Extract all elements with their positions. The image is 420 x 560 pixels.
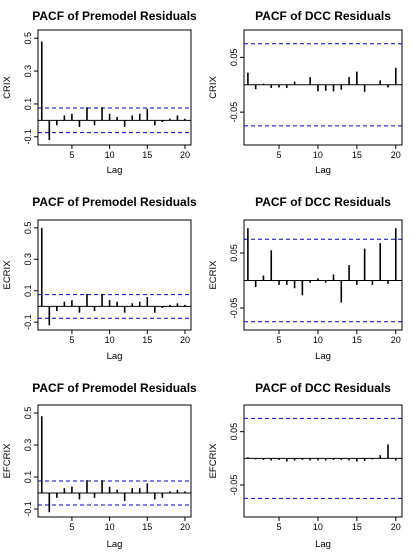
y-tick-label: 0.05: [229, 49, 239, 67]
chart-title: PACF of Premodel Residuals: [32, 381, 197, 395]
chart-title: PACF of DCC Residuals: [255, 9, 391, 23]
y-tick-label: 0.05: [229, 423, 239, 441]
x-axis-label: Lag: [315, 165, 331, 176]
x-tick-label: 5: [69, 522, 74, 532]
y-tick-label: -0.1: [23, 129, 33, 145]
chart-title: PACF of DCC Residuals: [255, 195, 391, 209]
plot-frame: [37, 29, 192, 146]
pacf-panel: PACF of DCC Residuals 5 10 15 20 -0.05 0.05 Lag…: [208, 9, 403, 176]
y-axis-label: EFCRIX: [2, 443, 13, 479]
plot-frame: [243, 29, 403, 146]
pacf-panel: PACF of Premodel Residuals 5 10 15 20 -0.1 0.1…: [2, 9, 197, 176]
chart-title: PACF of Premodel Residuals: [32, 195, 197, 209]
y-tick-label: 0.3: [23, 439, 33, 452]
x-tick-label: 5: [277, 150, 282, 160]
y-tick-label: -0.1: [23, 501, 33, 517]
pacf-panel: PACF of DCC Residuals 5 10 15 20 -0.05 0.05 Lag…: [208, 381, 403, 550]
y-tick-label: -0.05: [229, 298, 239, 319]
x-tick-label: 15: [352, 522, 362, 532]
y-tick-label: 0.5: [23, 32, 33, 45]
x-tick-label: 10: [105, 335, 115, 345]
y-tick-label: 0.1: [23, 98, 33, 111]
y-axis-label: EFCRIX: [208, 443, 219, 479]
y-axis-label: ECRIX: [208, 260, 219, 290]
y-tick-label: 0.1: [23, 284, 33, 297]
y-tick-label: 0.5: [23, 407, 33, 420]
y-tick-label: -0.1: [23, 314, 33, 330]
x-tick-label: 10: [313, 522, 323, 532]
y-tick-label: -0.05: [229, 475, 239, 496]
x-tick-label: 10: [313, 150, 323, 160]
chart-title: PACF of Premodel Residuals: [32, 9, 197, 23]
y-tick-label: -0.05: [229, 102, 239, 123]
plot-frame: [243, 404, 403, 518]
y-tick-label: 0.1: [23, 471, 33, 484]
x-tick-label: 15: [142, 150, 152, 160]
x-axis-label: Lag: [315, 539, 331, 550]
x-tick-label: 20: [391, 522, 401, 532]
plot-frame: [243, 219, 403, 331]
pacf-panel: PACF of Premodel Residuals 5 10 15 20 -0.1 0.1…: [2, 195, 197, 362]
plot-frame: [37, 219, 192, 331]
x-tick-label: 15: [352, 150, 362, 160]
x-tick-label: 20: [180, 150, 190, 160]
y-tick-label: 0.05: [229, 244, 239, 262]
y-axis-label: CRIX: [2, 75, 13, 98]
x-axis-label: Lag: [107, 351, 123, 362]
x-tick-label: 5: [69, 150, 74, 160]
pacf-panel: PACF of DCC Residuals 5 10 15 20 -0.05 0.05 Lag…: [208, 195, 403, 362]
plot-frame: [37, 404, 192, 518]
x-axis-label: Lag: [107, 539, 123, 550]
pacf-panel: PACF of Premodel Residuals 5 10 15 20 -0.1 0.1…: [2, 381, 197, 550]
y-tick-label: 0.3: [23, 65, 33, 78]
x-tick-label: 20: [180, 522, 190, 532]
x-tick-label: 20: [391, 335, 401, 345]
chart-title: PACF of DCC Residuals: [255, 381, 391, 395]
x-tick-label: 10: [105, 522, 115, 532]
y-tick-label: 0.3: [23, 253, 33, 266]
x-tick-label: 15: [142, 522, 152, 532]
x-tick-label: 5: [277, 522, 282, 532]
x-axis-label: Lag: [107, 165, 123, 176]
y-tick-label: 0.5: [23, 222, 33, 235]
x-axis-label: Lag: [315, 351, 331, 362]
x-tick-label: 20: [391, 150, 401, 160]
x-tick-label: 10: [313, 335, 323, 345]
x-tick-label: 5: [277, 335, 282, 345]
x-tick-label: 20: [180, 335, 190, 345]
x-tick-label: 15: [352, 335, 362, 345]
x-tick-label: 15: [142, 335, 152, 345]
y-axis-label: CRIX: [208, 75, 219, 98]
x-tick-label: 5: [69, 335, 74, 345]
y-axis-label: ECRIX: [2, 260, 13, 290]
x-tick-label: 10: [105, 150, 115, 160]
